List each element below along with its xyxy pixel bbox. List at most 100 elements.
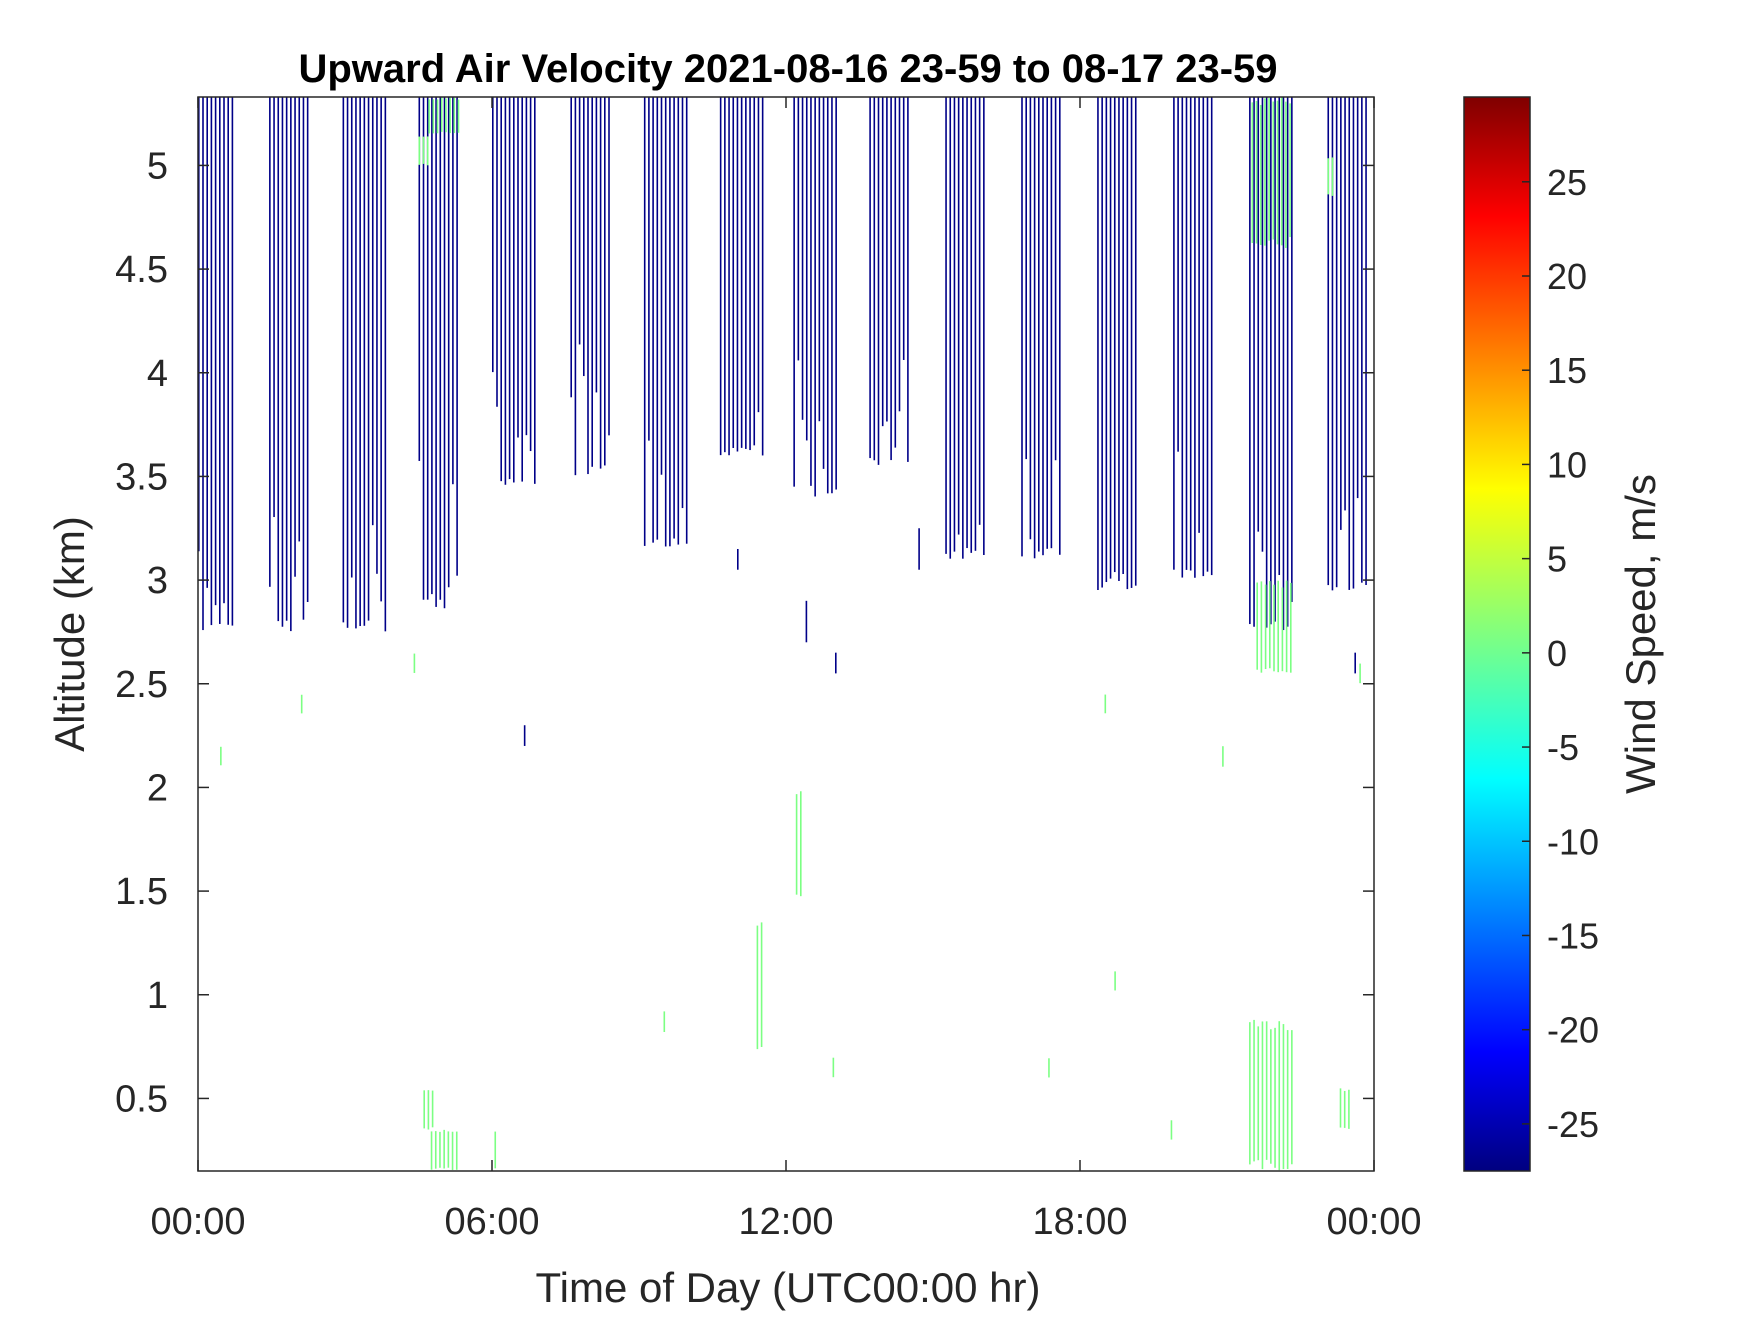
velocity-patch-line [436,99,439,134]
velocity-profile-line [1253,97,1255,627]
velocity-patch-line [423,1090,425,1129]
velocity-profile-line [426,97,429,600]
velocity-profile-line [1282,97,1285,631]
velocity-profile-line [648,97,650,441]
y-tick-label: 2 [147,767,168,809]
velocity-patch [1104,694,1107,714]
y-tick-label: 3.5 [115,456,168,498]
velocity-profile-line [1050,97,1053,549]
velocity-profile-line [210,97,213,626]
velocity-patch-line [1265,1021,1268,1160]
velocity-profile-line [570,97,572,398]
velocity-profile-line [1059,97,1061,555]
velocity-patch [428,97,460,134]
velocity-profile-line [1173,97,1175,570]
velocity-profile-line [740,97,743,448]
velocity-profile-line [974,97,977,551]
velocity-profile-line [431,97,433,595]
velocity-profile-line [1189,97,1192,571]
velocity-patch [423,1090,434,1130]
velocity-patch-line [1281,587,1284,672]
velocity-profile-line [814,97,816,497]
velocity-profile-line [724,97,726,453]
velocity-patch-line [1264,98,1266,246]
velocity-patch-line [1114,971,1116,991]
velocity-patch-line [1255,100,1258,244]
velocity-profile-line [1122,97,1124,574]
velocity-profile-line [227,97,229,625]
velocity-profile-line [1286,97,1289,627]
measurement-block [418,97,458,609]
velocity-profile-line [1278,97,1281,576]
velocity-profile-line [1352,97,1355,589]
velocity-profile-line [962,97,964,559]
velocity-profile-line [902,97,905,360]
colorbar-tick-label: -20 [1547,1010,1599,1051]
velocity-profile-line [1344,97,1346,511]
velocity-profile-line [1331,97,1334,591]
velocity-patch-line [422,136,425,164]
velocity-patch-line [1268,98,1270,241]
velocity-profile-line [1265,97,1268,628]
velocity-patch-line [432,99,435,134]
velocity-profile-line [894,97,897,448]
velocity-patch-line [434,1131,437,1169]
velocity-profile-line [1054,97,1057,461]
velocity-profile-line [1261,97,1264,552]
velocity-profile-line [608,97,610,436]
velocity-profile-line [656,97,659,540]
velocity-patch [1256,580,1292,673]
downdraft-mark [1354,652,1356,674]
velocity-profile-line [1097,97,1099,590]
velocity-patch [220,746,222,766]
measurement-block [570,97,610,476]
y-tick-label: 3 [147,560,168,602]
velocity-patch-line [1259,104,1262,245]
velocity-patch-line [1285,101,1287,248]
x-tick-label: 06:00 [444,1201,539,1243]
velocity-patch-line [451,1131,454,1171]
velocity-profile-line [1291,97,1293,602]
velocity-profile-line [1113,97,1116,573]
velocity-patch-line [756,925,759,1050]
plot-area [198,97,1367,1171]
velocity-profile-line [877,97,880,465]
velocity-profile-line [1206,97,1209,572]
velocity-profile-line [517,97,519,438]
velocity-profile-line [1249,97,1251,625]
x-tick-label: 12:00 [738,1201,833,1243]
velocity-profile-line [1130,97,1133,588]
velocity-profile-line [214,97,217,606]
velocity-patch-line [832,1057,835,1078]
velocity-profile-line [831,97,833,494]
velocity-profile-line [492,97,494,373]
velocity-patch-line [1264,584,1267,670]
velocity-profile-line [1029,97,1032,540]
velocity-profile-line [1257,97,1260,532]
velocity-profile-line [1270,97,1272,625]
velocity-profile-line [1198,97,1200,533]
velocity-patch-line [455,1131,458,1170]
velocity-profile-line [1361,97,1363,583]
measurement-block [719,97,764,456]
velocity-profile-line [1042,97,1044,556]
velocity-profile-line [1126,97,1129,590]
velocity-patch-line [1291,1030,1293,1165]
velocity-profile-line [447,97,450,588]
velocity-patch [1114,971,1116,991]
measurement-block [269,97,309,632]
velocity-profile-line [443,97,446,609]
velocity-profile-line [1356,97,1359,499]
velocity-profile-line [206,97,208,588]
velocity-profile-line [500,97,502,482]
velocity-profile-line [513,97,515,483]
chart-title: Upward Air Velocity 2021-08-16 23-59 to … [298,47,1277,91]
velocity-profile-line [1109,97,1112,579]
velocity-profile-line [223,97,225,604]
velocity-profile-line [1348,97,1351,590]
velocity-profile-line [664,97,667,547]
velocity-patch-line [1222,746,1224,767]
x-tick-label: 18:00 [1032,1201,1127,1243]
velocity-profile-line [435,97,437,607]
